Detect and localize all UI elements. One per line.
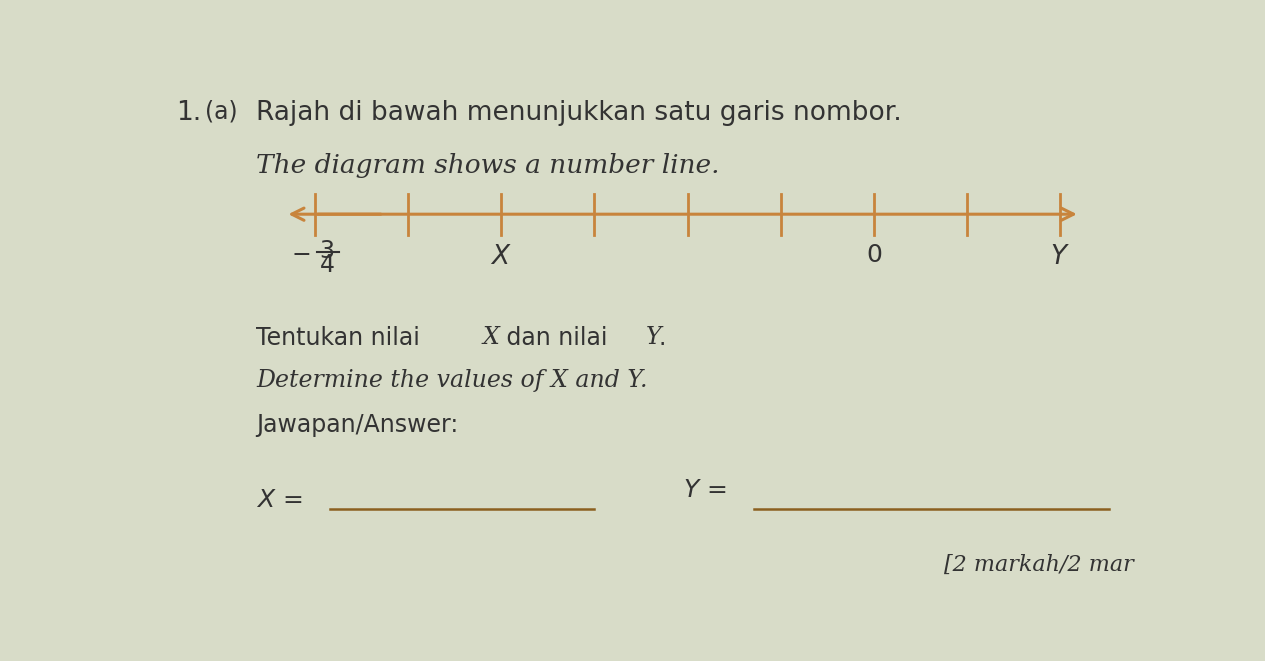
Text: Determine the values of X and Y.: Determine the values of X and Y. — [256, 369, 648, 393]
Text: $X$: $X$ — [491, 244, 512, 269]
Text: [2 markah/2 mar: [2 markah/2 mar — [944, 553, 1133, 576]
Text: Rajah di bawah menunjukkan satu garis nombor.: Rajah di bawah menunjukkan satu garis no… — [256, 100, 902, 126]
Text: (a): (a) — [205, 100, 238, 124]
Text: X: X — [483, 326, 500, 349]
Text: $4$: $4$ — [319, 254, 334, 278]
Text: $0$: $0$ — [865, 244, 882, 267]
Text: $Y$ =: $Y$ = — [683, 479, 726, 502]
Text: $-$: $-$ — [291, 242, 310, 265]
Text: Tentukan nilai: Tentukan nilai — [256, 326, 428, 350]
Text: dan nilai: dan nilai — [500, 326, 615, 350]
Text: $X$ =: $X$ = — [256, 489, 302, 512]
Text: Jawapan/Answer:: Jawapan/Answer: — [256, 412, 458, 437]
Text: $3$: $3$ — [319, 240, 334, 262]
Text: $Y$: $Y$ — [1050, 244, 1070, 269]
Text: The diagram shows a number line.: The diagram shows a number line. — [256, 153, 720, 178]
Text: .: . — [658, 326, 665, 350]
Text: 1.: 1. — [176, 100, 201, 126]
Text: Y: Y — [645, 326, 662, 349]
